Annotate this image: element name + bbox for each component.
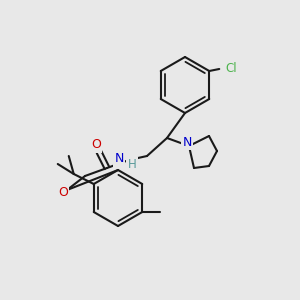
- Text: Cl: Cl: [225, 62, 237, 76]
- Text: H: H: [128, 158, 136, 172]
- Text: O: O: [91, 139, 101, 152]
- Text: N: N: [115, 152, 124, 166]
- Text: N: N: [182, 136, 192, 148]
- Text: O: O: [58, 185, 68, 199]
